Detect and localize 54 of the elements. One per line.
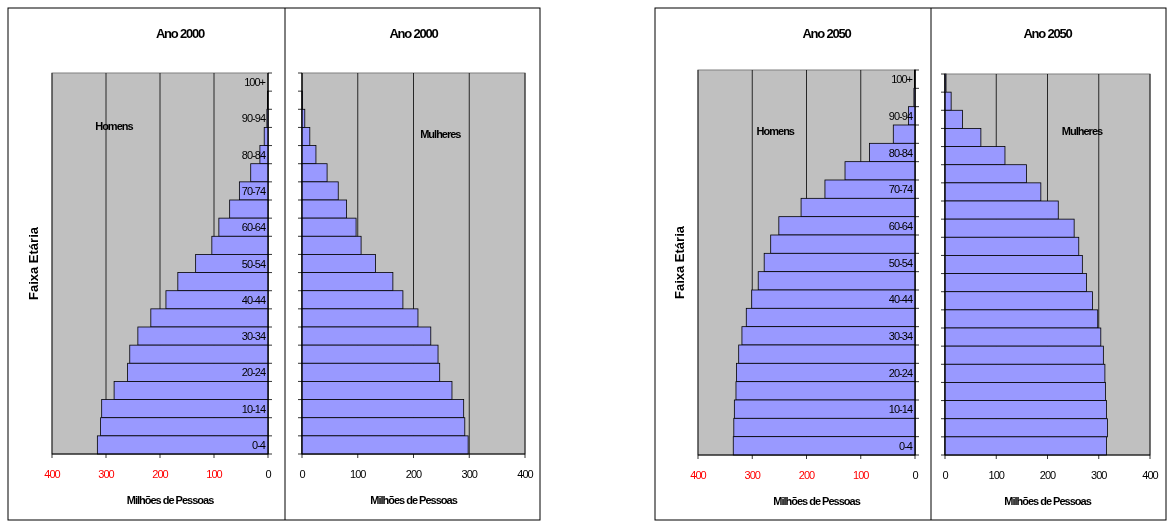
x-tick-label: 200 xyxy=(798,469,816,481)
text: Homens xyxy=(95,120,134,133)
chart-title: Ano 2050 xyxy=(802,26,852,41)
x-tick-label: 0 xyxy=(265,468,272,480)
y-tick-label: 50-54 xyxy=(241,257,266,270)
y-tick-label: 80-84 xyxy=(241,148,266,161)
x-tick-label: 100 xyxy=(350,468,367,480)
chart-title: Ano 2050 xyxy=(1023,26,1073,41)
y-tick-label: 30-34 xyxy=(241,330,266,343)
x-tick-label: 300 xyxy=(1091,469,1108,481)
x-tick-label: 300 xyxy=(744,469,761,481)
x-tick-label: 200 xyxy=(1039,469,1057,481)
y-tick-label: 10-14 xyxy=(888,403,913,416)
x-tick-label: 400 xyxy=(44,468,61,480)
x-tick-label: 400 xyxy=(1142,469,1159,481)
x-tick-label: 400 xyxy=(690,469,707,481)
x-tick-label: 200 xyxy=(152,468,169,480)
y-axis-title: Faixa Etária xyxy=(672,225,687,299)
x-tick-label: 100 xyxy=(853,469,870,481)
y-tick-label: 10-14 xyxy=(241,402,266,415)
x-tick-label: 300 xyxy=(98,468,115,480)
x-axis-title: Milhões de Pessoas xyxy=(126,494,215,506)
x-tick-label: 300 xyxy=(461,468,478,480)
y-tick-label: 30-34 xyxy=(888,329,913,342)
x-axis-title: Milhões de Pessoas xyxy=(370,494,458,506)
chart-title: Ano 2000 xyxy=(155,26,206,41)
text: Homens xyxy=(756,125,795,138)
x-axis-title: Milhões de Pessoas xyxy=(1004,495,1092,507)
y-tick-label: 100+ xyxy=(244,76,266,89)
y-tick-label: 80-84 xyxy=(888,146,913,159)
x-tick-label: 100 xyxy=(206,468,223,480)
x-tick-label: 0 xyxy=(912,469,919,481)
text: Mulheres xyxy=(420,127,462,140)
y-tick-label: 40-44 xyxy=(241,293,266,306)
x-tick-label: 200 xyxy=(405,468,423,480)
y-tick-label: 100+ xyxy=(891,73,913,86)
x-tick-label: 100 xyxy=(988,469,1005,481)
y-tick-label: 60-64 xyxy=(888,219,913,232)
x-tick-label: 400 xyxy=(517,468,534,480)
y-tick-label: 90-94 xyxy=(241,112,266,125)
y-tick-label: 0-4 xyxy=(899,439,913,452)
y-tick-label: 0-4 xyxy=(252,438,266,451)
y-tick-label: 60-64 xyxy=(241,221,266,234)
y-tick-label: 40-44 xyxy=(888,293,913,306)
x-axis-title: Milhões de Pessoas xyxy=(773,495,861,507)
y-axis-title: Faixa Etária xyxy=(26,226,41,300)
y-tick-label: 20-24 xyxy=(888,366,913,379)
x-tick-label: 0 xyxy=(942,469,949,481)
y-tick-label: 70-74 xyxy=(888,183,913,196)
y-tick-label: 20-24 xyxy=(241,366,266,379)
y-tick-label: 70-74 xyxy=(241,184,266,197)
chart-title: Ano 2000 xyxy=(389,26,439,41)
y-tick-label: 50-54 xyxy=(888,256,913,269)
x-tick-label: 0 xyxy=(299,468,306,480)
